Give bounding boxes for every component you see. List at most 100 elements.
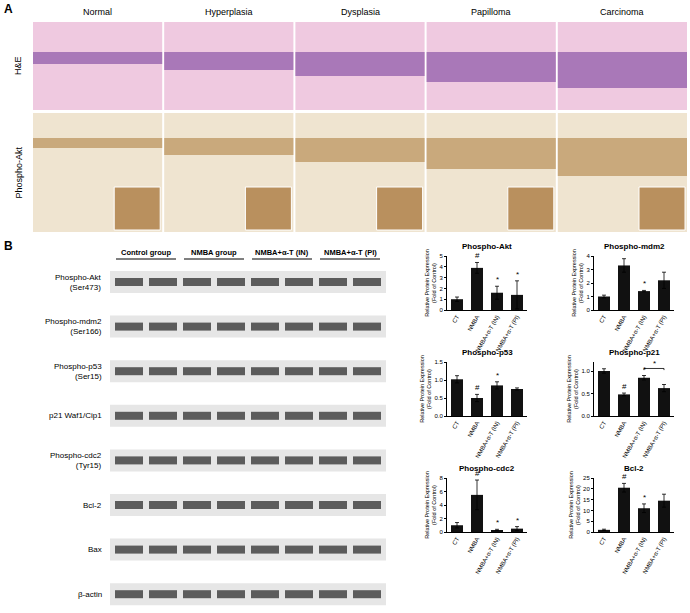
- svg-text:NMBA+α-T (PI): NMBA+α-T (PI): [642, 420, 668, 459]
- svg-text:0: 0: [586, 307, 590, 313]
- svg-text:5: 5: [439, 253, 443, 259]
- svg-text:4: 4: [439, 502, 443, 508]
- svg-text:1.5: 1.5: [434, 359, 443, 365]
- svg-text:Relative Protein Expression(Fo: Relative Protein Expression(Fold of Cont…: [568, 471, 581, 539]
- svg-text:Bcl-2: Bcl-2: [624, 464, 644, 473]
- svg-text:#: #: [475, 469, 480, 478]
- svg-text:CT: CT: [598, 420, 607, 430]
- svg-text:10: 10: [583, 508, 590, 514]
- svg-text:β-actin: β-actin: [78, 590, 102, 599]
- svg-text:0: 0: [586, 529, 590, 535]
- svg-text:2: 2: [439, 516, 443, 522]
- svg-text:Phospho-p53: Phospho-p53: [462, 348, 513, 357]
- svg-text:NMBA+α-T (PI): NMBA+α-T (PI): [495, 420, 521, 459]
- svg-text:NMBA: NMBA: [467, 420, 481, 438]
- svg-text:0.5: 0.5: [434, 395, 443, 401]
- svg-text:Bcl-2: Bcl-2: [83, 501, 102, 510]
- svg-text:NMBA+α-T (IN): NMBA+α-T (IN): [475, 314, 501, 353]
- svg-text:Papilloma: Papilloma: [471, 7, 511, 17]
- svg-text:0.5: 0.5: [581, 391, 590, 397]
- svg-text:CT: CT: [451, 420, 460, 430]
- svg-text:Hyperplasia: Hyperplasia: [205, 7, 253, 17]
- svg-text:2: 2: [439, 286, 443, 292]
- svg-text:*: *: [516, 270, 519, 279]
- svg-text:NMBA+α-T (PI): NMBA+α-T (PI): [495, 536, 521, 575]
- svg-text:Relative Protein Expression(Fo: Relative Protein Expression(Fold of Cont…: [424, 471, 437, 539]
- svg-text:A: A: [4, 2, 13, 16]
- svg-text:B: B: [4, 239, 13, 253]
- svg-text:Relative Protein Expression(Fo: Relative Protein Expression(Fold of Cont…: [419, 355, 432, 423]
- svg-text:p21 Waf1/Cip1: p21 Waf1/Cip1: [49, 411, 102, 420]
- svg-text:Phospho-Akt: Phospho-Akt: [462, 242, 512, 251]
- svg-text:NMBA: NMBA: [467, 536, 481, 554]
- svg-text:Phospho-Akt: Phospho-Akt: [14, 146, 24, 198]
- svg-text:NMBA: NMBA: [614, 314, 628, 332]
- svg-text:NMBA+α-T (PI): NMBA+α-T (PI): [495, 314, 521, 353]
- svg-text:Relative Protein Expression(Fo: Relative Protein Expression(Fold of Cont…: [571, 249, 584, 317]
- svg-text:8: 8: [439, 475, 443, 481]
- svg-text:Phospho-cdc2(Tyr15): Phospho-cdc2(Tyr15): [50, 451, 102, 470]
- svg-text:Phospho-mdm2: Phospho-mdm2: [604, 242, 665, 251]
- svg-text:2: 2: [586, 280, 590, 286]
- svg-text:Phospho-p53(Ser15): Phospho-p53(Ser15): [54, 362, 102, 381]
- svg-text:25: 25: [583, 475, 590, 481]
- svg-text:20: 20: [583, 486, 590, 492]
- svg-text:3: 3: [439, 275, 443, 281]
- svg-text:Control group: Control group: [121, 248, 171, 257]
- svg-text:CT: CT: [598, 314, 607, 324]
- svg-text:0.0: 0.0: [434, 413, 443, 419]
- svg-text:CT: CT: [451, 536, 460, 546]
- svg-text:*: *: [496, 275, 499, 284]
- svg-text:Normal: Normal: [83, 7, 112, 17]
- svg-text:#: #: [622, 382, 627, 391]
- svg-text:5: 5: [586, 518, 590, 524]
- svg-text:Relative Protein Expression(Fo: Relative Protein Expression(Fold of Cont…: [424, 249, 437, 317]
- svg-text:0: 0: [439, 529, 443, 535]
- svg-text:Carcinoma: Carcinoma: [600, 7, 644, 17]
- svg-text:*: *: [653, 359, 656, 368]
- svg-text:#: #: [622, 472, 627, 481]
- svg-text:15: 15: [583, 497, 590, 503]
- svg-text:0: 0: [439, 307, 443, 313]
- svg-text:Bax: Bax: [88, 545, 102, 554]
- svg-text:NMBA+α-T (IN): NMBA+α-T (IN): [255, 248, 309, 257]
- svg-text:1.0: 1.0: [434, 377, 443, 383]
- svg-text:Phospho-Akt(Ser473): Phospho-Akt(Ser473): [55, 273, 102, 292]
- svg-text:NMBA: NMBA: [614, 420, 628, 438]
- svg-text:*: *: [643, 279, 646, 288]
- svg-text:CT: CT: [598, 536, 607, 546]
- svg-text:Phospho-mdm2(Ser166): Phospho-mdm2(Ser166): [45, 317, 102, 336]
- svg-text:4: 4: [586, 253, 590, 259]
- svg-text:NMBA+α-T (IN): NMBA+α-T (IN): [475, 536, 501, 575]
- svg-text:NMBA: NMBA: [467, 314, 481, 332]
- svg-text:CT: CT: [451, 314, 460, 324]
- svg-text:NMBA: NMBA: [614, 536, 628, 554]
- svg-text:0.0: 0.0: [581, 413, 590, 419]
- svg-text:*: *: [516, 516, 519, 525]
- svg-text:NMBA+α-T (IN): NMBA+α-T (IN): [622, 314, 648, 353]
- svg-text:4: 4: [439, 264, 443, 270]
- svg-text:3: 3: [586, 267, 590, 273]
- svg-text:NMBA+α-T (PI): NMBA+α-T (PI): [324, 248, 377, 257]
- svg-text:1: 1: [586, 294, 590, 300]
- svg-text:6: 6: [439, 489, 443, 495]
- svg-text:*: *: [496, 518, 499, 527]
- svg-text:*: *: [643, 365, 646, 374]
- svg-text:1.0: 1.0: [581, 368, 590, 374]
- svg-text:Phospho-p21: Phospho-p21: [609, 348, 660, 357]
- svg-text:NMBA+α-T (IN): NMBA+α-T (IN): [475, 420, 501, 459]
- svg-text:*: *: [496, 371, 499, 380]
- svg-text:NMBA+α-T (IN): NMBA+α-T (IN): [622, 420, 648, 459]
- svg-text:1: 1: [439, 296, 443, 302]
- svg-text:*: *: [643, 493, 646, 502]
- svg-text:NMBA group: NMBA group: [191, 248, 237, 257]
- svg-text:Relative Protein Expression(Fo: Relative Protein Expression(Fold of Cont…: [566, 355, 579, 423]
- svg-text:NMBA+α-T (PI): NMBA+α-T (PI): [642, 314, 668, 353]
- svg-text:Phospho-cdc2: Phospho-cdc2: [459, 464, 515, 473]
- svg-text:NMBA+α-T (PI): NMBA+α-T (PI): [642, 536, 668, 575]
- svg-text:Dysplasia: Dysplasia: [341, 7, 380, 17]
- svg-text:H&E: H&E: [13, 56, 23, 75]
- svg-text:NMBA+α-T (IN): NMBA+α-T (IN): [622, 536, 648, 575]
- svg-text:#: #: [475, 251, 480, 260]
- svg-text:#: #: [475, 383, 480, 392]
